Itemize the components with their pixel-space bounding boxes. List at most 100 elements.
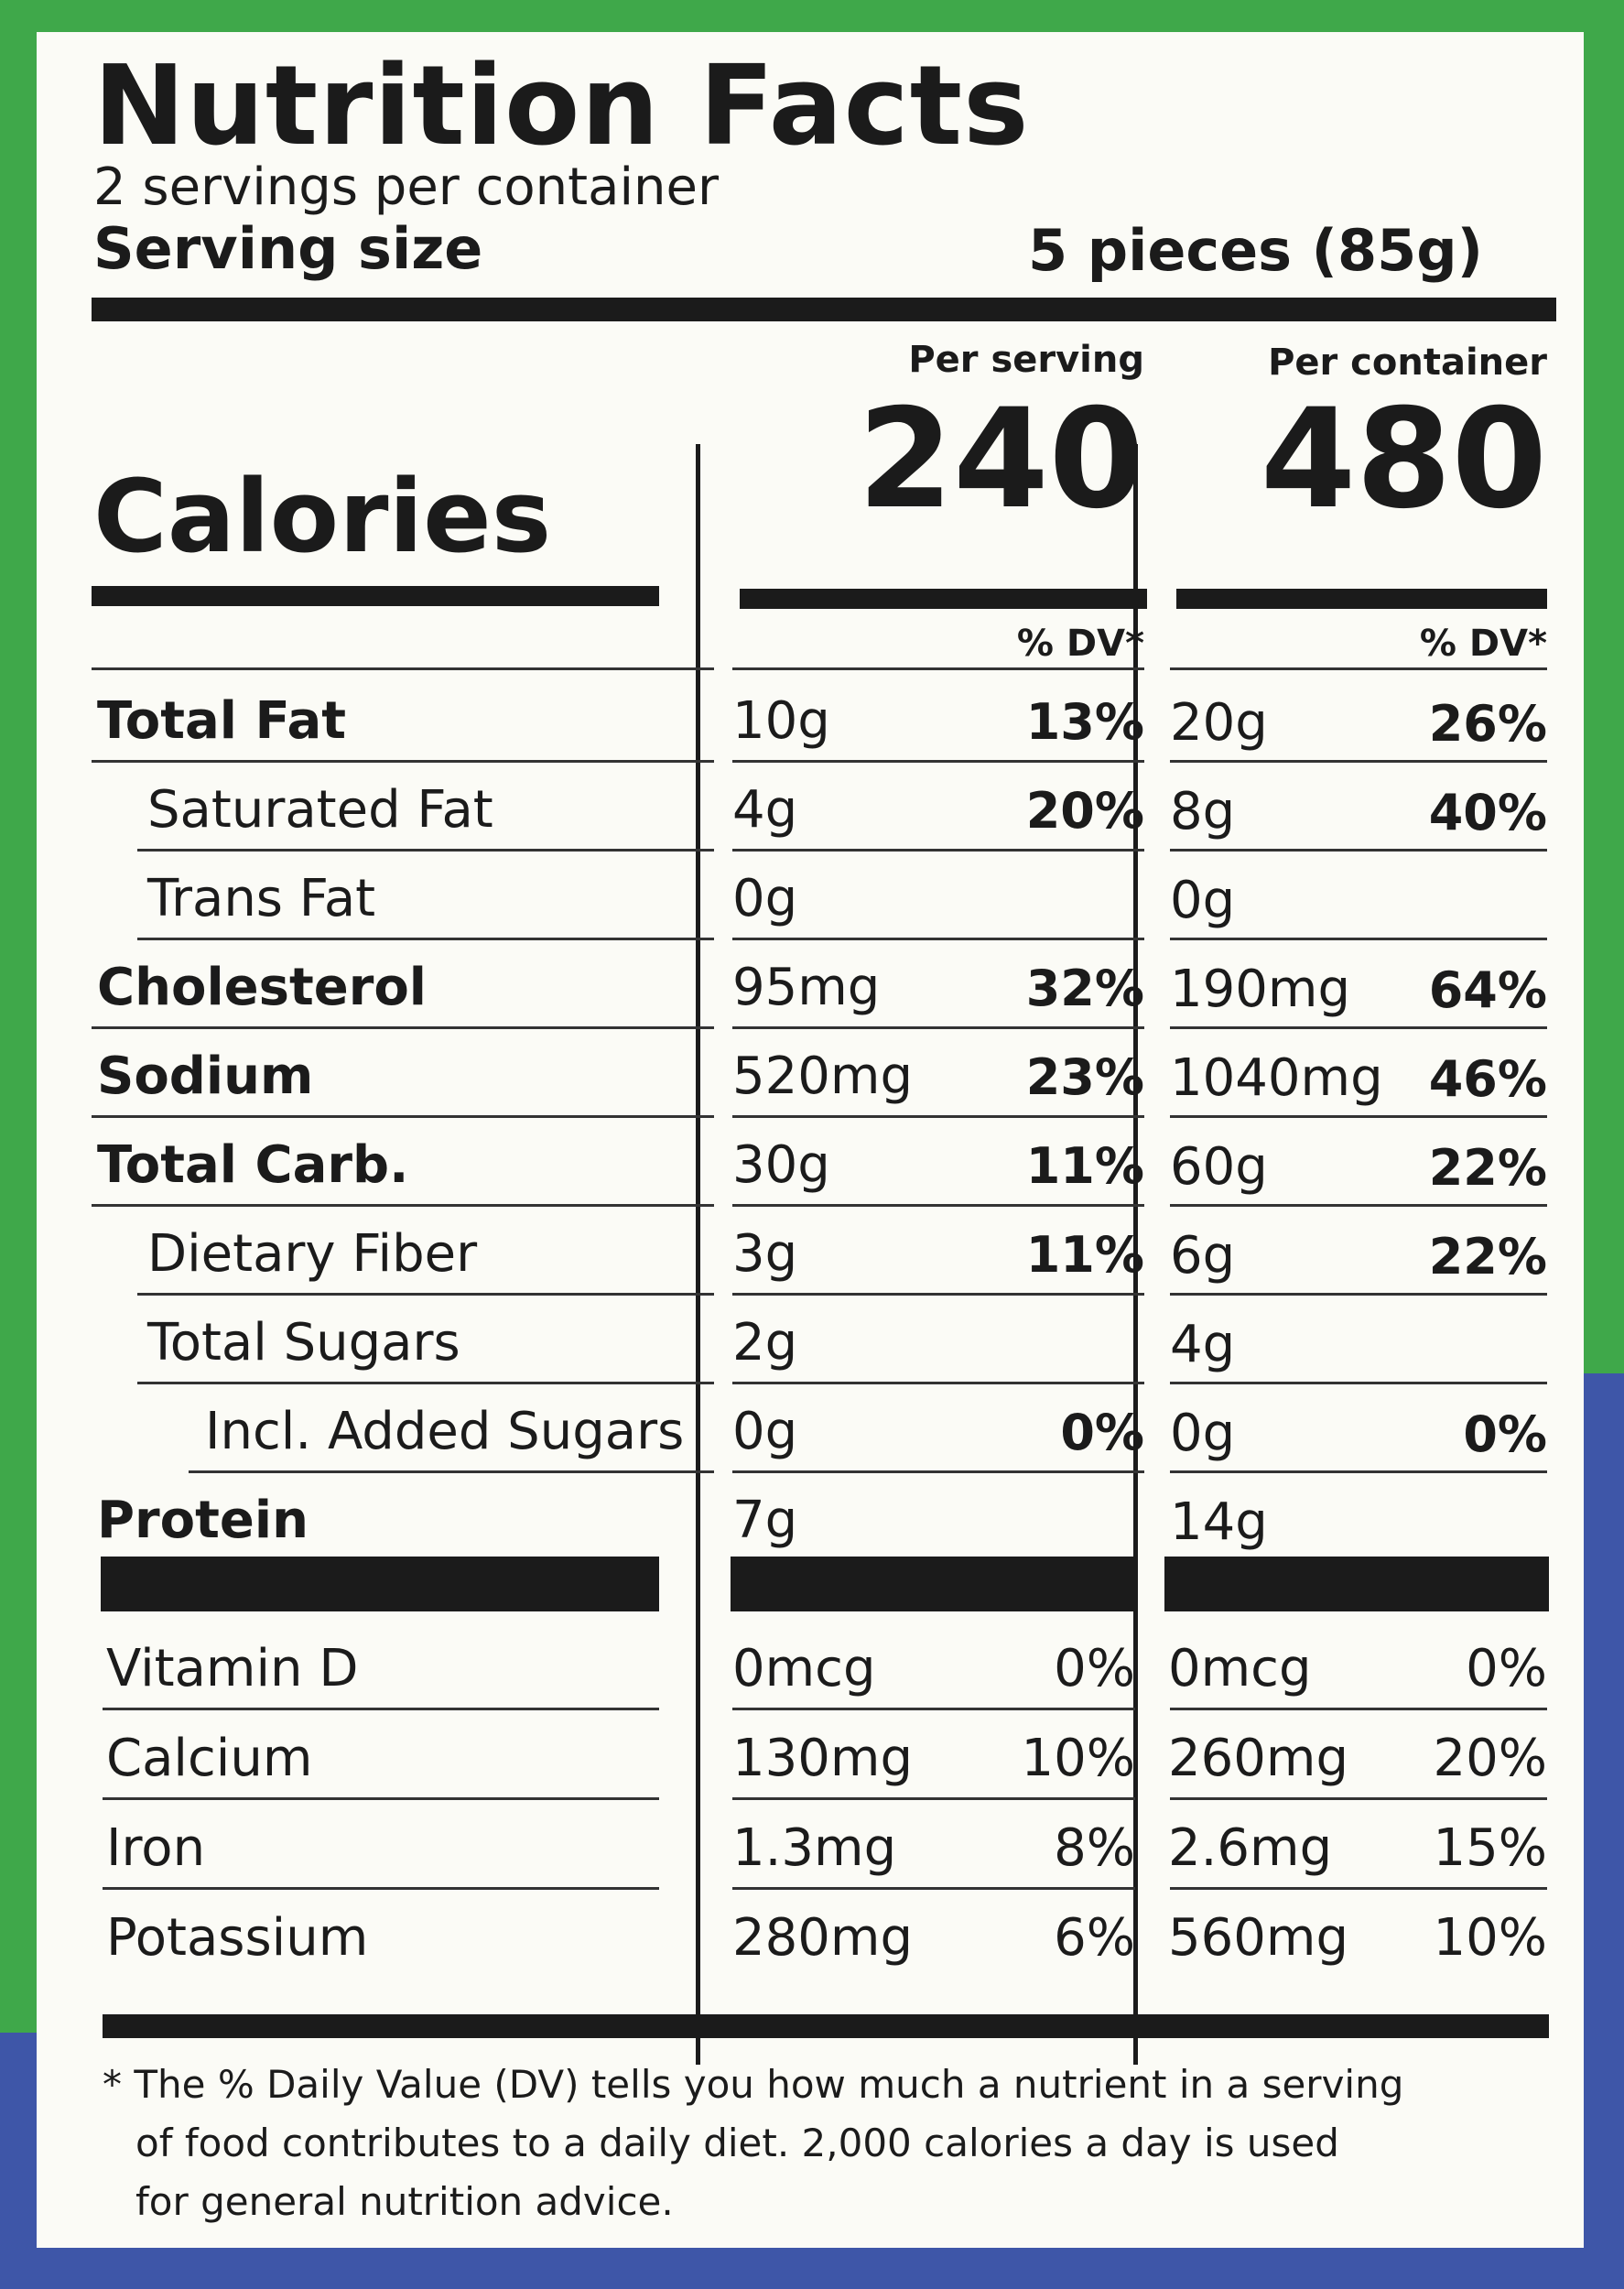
row-divider (1170, 760, 1547, 763)
row-divider (732, 1293, 1144, 1296)
serving-daily-value: 8% (1054, 1818, 1135, 1878)
container-amount: 1040mg (1170, 1048, 1383, 1108)
container-daily-value: 46% (1428, 1050, 1547, 1108)
serving-amount: 4g (732, 780, 798, 840)
nutrient-label: Dietary Fiber (147, 1224, 478, 1284)
calories-per-serving: 240 (857, 380, 1144, 539)
row-divider (732, 1204, 1144, 1207)
row-divider (732, 1026, 1144, 1029)
vitamin-label: Vitamin D (106, 1639, 359, 1698)
row-divider (732, 1797, 1135, 1800)
row-divider (732, 938, 1144, 940)
container-amount: 560mg (1168, 1908, 1348, 1968)
serving-daily-value: 0% (1060, 1404, 1144, 1461)
serving-amount: 130mg (732, 1729, 913, 1788)
container-amount: 190mg (1170, 960, 1350, 1019)
serving-amount: 0g (732, 869, 798, 928)
footnote-line-2: of food contributes to a daily diet. 2,0… (135, 2121, 1339, 2165)
serving-daily-value: 10% (1021, 1729, 1135, 1788)
serving-amount: 30g (732, 1135, 830, 1195)
calories-divider-serving (740, 589, 1147, 609)
container-daily-value: 20% (1433, 1729, 1547, 1788)
calories-divider-left (92, 586, 659, 606)
container-daily-value: 64% (1428, 961, 1547, 1019)
nutrient-label: Total Sugars (147, 1313, 460, 1372)
footnote-line-3: for general nutrition advice. (135, 2179, 674, 2224)
row-divider (92, 1115, 714, 1118)
nutrient-label: Saturated Fat (147, 780, 493, 840)
serving-amount: 0g (732, 1402, 798, 1461)
container-amount: 0g (1170, 871, 1236, 930)
container-amount: 8g (1170, 782, 1236, 841)
serving-daily-value: 32% (1025, 960, 1144, 1017)
nutrient-label: Cholesterol (97, 958, 427, 1017)
serving-daily-value: 11% (1025, 1226, 1144, 1284)
serving-amount: 520mg (732, 1047, 913, 1106)
panel-title: Nutrition Facts (93, 43, 1030, 170)
row-divider (103, 1797, 659, 1800)
container-amount: 0mcg (1168, 1639, 1312, 1698)
row-divider (1170, 667, 1547, 670)
footnote-line-1: * The % Daily Value (DV) tells you how m… (103, 2062, 1404, 2107)
vitamin-label: Potassium (106, 1908, 369, 1968)
row-divider (732, 760, 1144, 763)
calories-label: Calories (93, 458, 552, 575)
serving-daily-value: 6% (1054, 1908, 1135, 1968)
row-divider (732, 1470, 1144, 1473)
row-divider (136, 1293, 714, 1296)
serving-amount: 10g (732, 691, 830, 751)
vitamin-label: Iron (106, 1818, 206, 1878)
row-divider (1170, 1382, 1547, 1384)
nutrient-label: Total Fat (97, 691, 347, 751)
container-daily-value: 26% (1428, 695, 1547, 753)
per-serving-label: Per serving (908, 339, 1144, 381)
calories-per-container: 480 (1260, 380, 1547, 539)
row-divider (92, 1204, 714, 1207)
container-amount: 14g (1170, 1492, 1268, 1552)
nutrient-label: Sodium (97, 1047, 314, 1106)
servings-per-container: 2 servings per container (93, 157, 719, 217)
container-amount: 6g (1170, 1226, 1236, 1286)
row-divider (1170, 1797, 1547, 1800)
nutrition-facts-panel: Nutrition Facts 2 servings per container… (37, 32, 1584, 2248)
serving-amount: 0mcg (732, 1639, 876, 1698)
serving-daily-value: 0% (1054, 1639, 1135, 1698)
row-divider (1170, 1204, 1547, 1207)
row-divider (1170, 1708, 1547, 1710)
vitamin-divider-serving (731, 1557, 1133, 1611)
container-amount: 260mg (1168, 1729, 1348, 1788)
serving-amount: 280mg (732, 1908, 913, 1968)
thick-divider-top (92, 298, 1556, 321)
row-divider (136, 1382, 714, 1384)
row-divider (136, 849, 714, 852)
serving-amount: 1.3mg (732, 1818, 897, 1878)
container-amount: 20g (1170, 693, 1268, 753)
per-container-label: Per container (1268, 342, 1547, 384)
row-divider (732, 1887, 1135, 1890)
serving-amount: 7g (732, 1491, 798, 1550)
row-divider (1170, 849, 1547, 852)
row-divider (103, 1887, 659, 1890)
container-amount: 60g (1170, 1137, 1268, 1197)
column-divider-serving (696, 444, 700, 2065)
row-divider (1170, 1115, 1547, 1118)
row-divider (732, 1382, 1144, 1384)
calories-divider-container (1176, 589, 1547, 609)
serving-size-value: 5 pieces (85g) (1027, 217, 1483, 284)
container-daily-value: 22% (1428, 1228, 1547, 1286)
nutrient-label: Protein (97, 1491, 309, 1550)
nutrient-label: Incl. Added Sugars (205, 1402, 685, 1461)
vitamin-label: Calcium (106, 1729, 313, 1788)
container-daily-value: 10% (1433, 1908, 1547, 1968)
container-daily-value: 40% (1428, 784, 1547, 841)
serving-daily-value: 11% (1025, 1137, 1144, 1195)
container-daily-value: 0% (1463, 1405, 1547, 1463)
vitamin-divider-left (101, 1557, 659, 1611)
column-divider-container (1133, 444, 1138, 2065)
row-divider (1170, 1887, 1547, 1890)
serving-amount: 3g (732, 1224, 798, 1284)
row-divider (732, 849, 1144, 852)
dv-header-container: % DV* (1419, 623, 1547, 665)
nutrient-label: Trans Fat (147, 869, 376, 928)
serving-daily-value: 13% (1025, 693, 1144, 751)
